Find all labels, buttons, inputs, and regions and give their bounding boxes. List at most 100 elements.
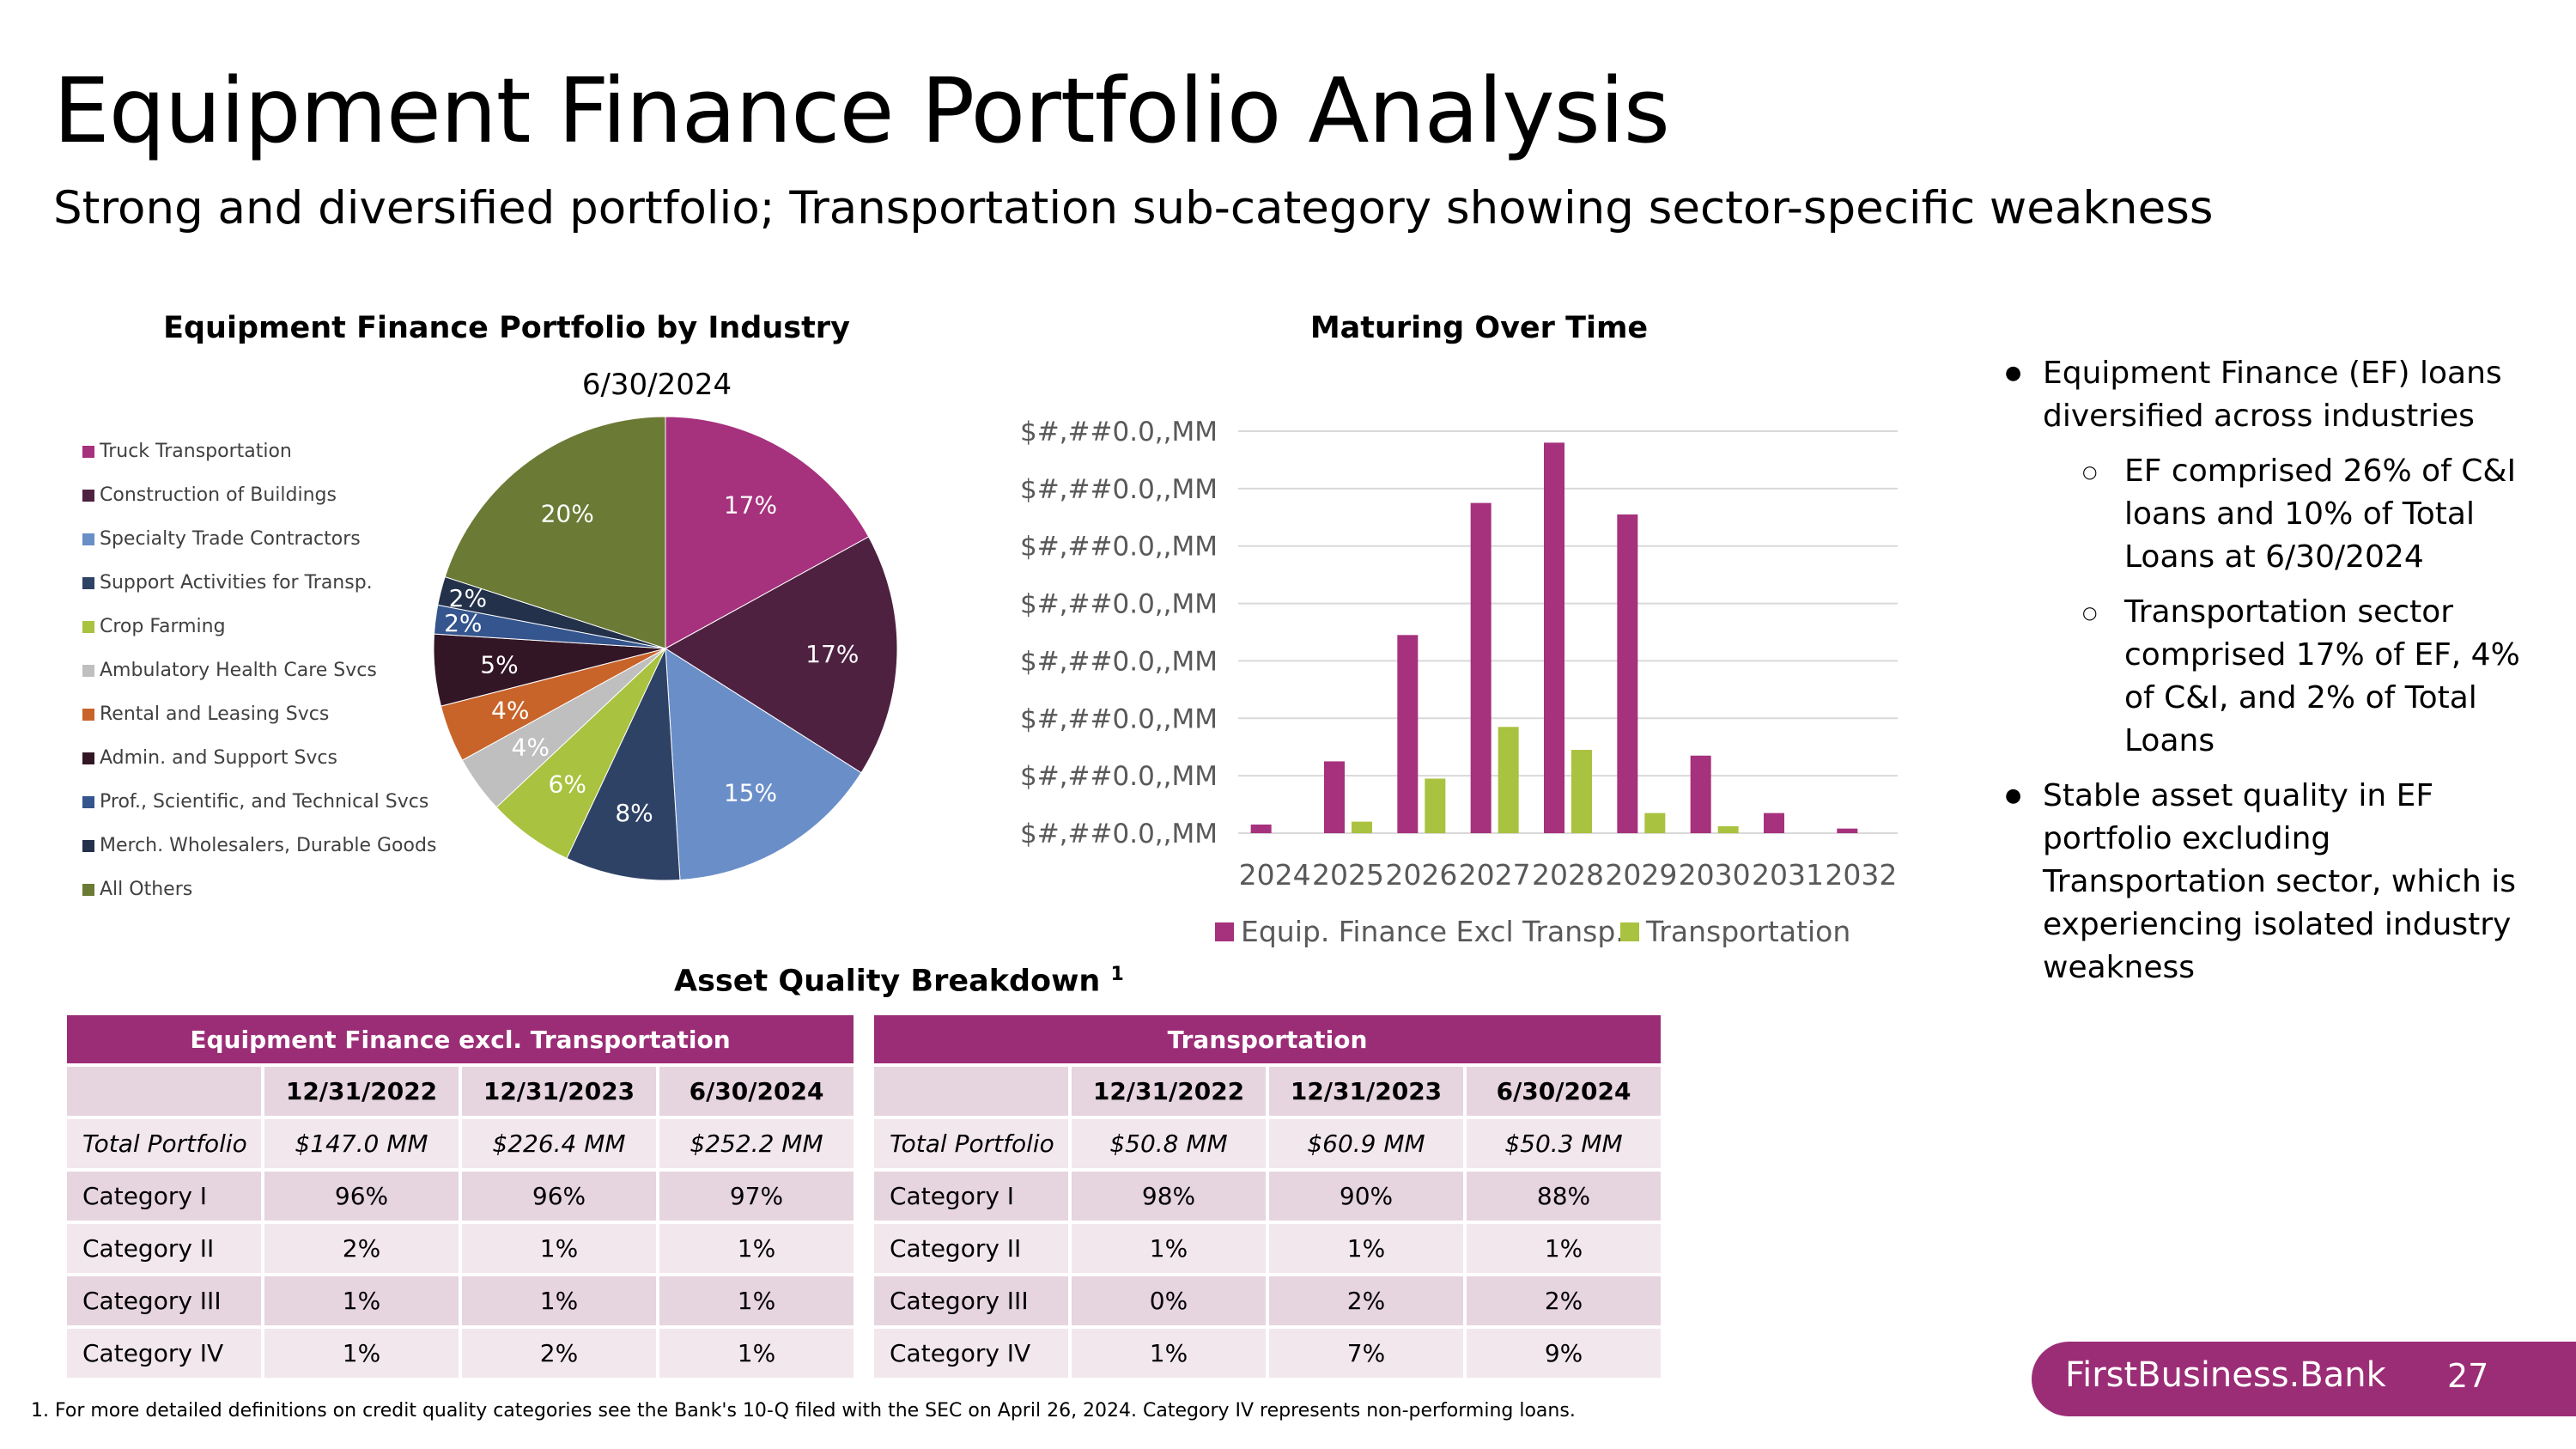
table-cell: 2%: [462, 1329, 656, 1378]
legend-label: All Others: [100, 879, 193, 900]
table-cell: $50.3 MM: [1467, 1119, 1662, 1168]
page-title: Equipment Finance Portfolio Analysis: [53, 58, 1670, 163]
bullet-item: EF comprised 26% of C&I loans and 10% of…: [2005, 450, 2555, 579]
row-label: Category IV: [874, 1329, 1068, 1378]
bar-legend-swatch: [1215, 922, 1234, 941]
table-row: Category I 96% 96% 97%: [67, 1172, 854, 1221]
row-label: Category II: [874, 1224, 1068, 1273]
pie-slice: [665, 648, 862, 880]
table-cell: 1%: [264, 1329, 459, 1378]
row-label: Total Portfolio: [67, 1119, 261, 1168]
legend-item: Rental and Leasing Svcs: [82, 692, 436, 736]
bar-equip-finance-2030: [1690, 755, 1711, 833]
legend-item: All Others: [82, 868, 436, 911]
pie-chart-date: 6/30/2024: [581, 368, 732, 402]
table-cell: 96%: [264, 1172, 459, 1221]
bar-chart-title: Maturing Over Time: [1309, 311, 1649, 345]
bar-equip-finance-2028: [1544, 442, 1564, 833]
bar-legend-label: Transportation: [1645, 915, 1850, 948]
x-tick-label: 2026: [1385, 858, 1457, 892]
transportation-asset-quality-table: Transportation 12/31/2022 12/31/2023 6/30/2…: [871, 1012, 1664, 1381]
y-tick-label: $#,##0.0,,MM: [1020, 646, 1218, 677]
legend-label: Admin. and Support Svcs: [100, 747, 337, 769]
key-points-list: Equipment Finance (EF) loans diversified…: [2005, 352, 2555, 1002]
legend-swatch: [82, 664, 94, 677]
table-row: Category I 98% 90% 88%: [874, 1172, 1662, 1221]
pie-slice-label: 17%: [805, 640, 859, 668]
pie-slice-label: 2%: [444, 609, 482, 637]
bullet-item: Stable asset quality in EF portfolio exc…: [2005, 775, 2555, 989]
pie-legend: Truck Transportation Construction of Buil…: [82, 429, 436, 911]
footnote-marker: 1: [1110, 964, 1124, 985]
legend-item: Crop Farming: [82, 605, 436, 648]
table-row: Category II 2% 1% 1%: [67, 1224, 854, 1273]
y-tick-label: $#,##0.0,,MM: [1020, 417, 1218, 447]
table-cell: 1%: [659, 1276, 854, 1325]
table-cell: 1%: [1072, 1329, 1266, 1378]
bullet-item: Transportation sector comprised 17% of E…: [2005, 591, 2555, 763]
bar-equip-finance-2025: [1324, 761, 1345, 833]
legend-swatch: [82, 752, 94, 764]
legend-swatch: [82, 533, 94, 545]
table-corner-cell: [67, 1067, 261, 1116]
legend-item: Prof., Scientific, and Technical Svcs: [82, 780, 436, 824]
legend-item: Construction of Buildings: [82, 473, 436, 517]
maturity-bar-chart: $#,##0.0,,MM $#,##0.0,,MM $#,##0.0,,MM $#,#…: [1020, 417, 1898, 948]
table-cell: 2%: [1269, 1276, 1463, 1325]
legend-label: Ambulatory Health Care Svcs: [100, 660, 377, 681]
pie-slice-label: 20%: [541, 500, 594, 528]
table-cell: 90%: [1269, 1172, 1463, 1221]
column-header: 6/30/2024: [1467, 1067, 1662, 1116]
table-cell: 1%: [1467, 1224, 1662, 1273]
pie-slice: [665, 536, 898, 774]
x-tick-label: 2028: [1532, 858, 1604, 892]
table-cell: 96%: [462, 1172, 656, 1221]
pie-slice-label: 4%: [491, 697, 529, 725]
y-tick-label: $#,##0.0,,MM: [1020, 703, 1218, 734]
legend-swatch: [82, 620, 94, 633]
pie-slice: [665, 416, 870, 649]
table-row: Category III 1% 1% 1%: [67, 1276, 854, 1325]
x-tick-label: 2027: [1459, 858, 1531, 892]
legend-item: Truck Transportation: [82, 429, 436, 473]
legend-item: Ambulatory Health Care Svcs: [82, 648, 436, 692]
legend-label: Truck Transportation: [100, 441, 292, 462]
table-row: Category III 0% 2% 2%: [874, 1276, 1662, 1325]
row-label: Total Portfolio: [874, 1119, 1068, 1168]
y-tick-label: $#,##0.0,,MM: [1020, 532, 1218, 563]
legend-swatch: [82, 708, 94, 721]
table-cell: 9%: [1467, 1329, 1662, 1378]
legend-label: Prof., Scientific, and Technical Svcs: [100, 791, 429, 813]
x-tick-label: 2031: [1752, 858, 1824, 892]
pie-slice-label: 6%: [549, 770, 586, 798]
column-header: 12/31/2023: [1269, 1067, 1463, 1116]
legend-swatch: [82, 883, 94, 896]
table-cell: 98%: [1072, 1172, 1266, 1221]
legend-swatch: [82, 839, 94, 852]
row-label: Category III: [67, 1276, 261, 1325]
table-cell: 88%: [1467, 1172, 1662, 1221]
table-cell: 1%: [462, 1224, 656, 1273]
bar-legend-label: Equip. Finance Excl Transp.: [1241, 915, 1625, 948]
column-header: 6/30/2024: [659, 1067, 854, 1116]
table-cell: $50.8 MM: [1072, 1119, 1266, 1168]
column-header: 12/31/2023: [462, 1067, 656, 1116]
table-cell: $147.0 MM: [264, 1119, 459, 1168]
legend-label: Merch. Wholesalers, Durable Goods: [100, 835, 437, 856]
bar-legend-swatch: [1620, 922, 1639, 941]
x-tick-label: 2030: [1679, 858, 1751, 892]
table-corner-cell: [874, 1067, 1068, 1116]
legend-label: Specialty Trade Contractors: [100, 528, 361, 550]
pie-slice: [444, 416, 666, 649]
x-tick-label: 2024: [1239, 858, 1311, 892]
page-subtitle: Strong and diversified portfolio; Transp…: [53, 182, 2214, 234]
asset-quality-title-text: Asset Quality Breakdown: [674, 964, 1101, 999]
table-cell: $60.9 MM: [1269, 1119, 1463, 1168]
legend-swatch: [82, 489, 94, 502]
pie-slice-label: 15%: [724, 778, 777, 807]
row-label: Category III: [874, 1276, 1068, 1325]
table-row: Total Portfolio $147.0 MM $226.4 MM $252.2 …: [67, 1119, 854, 1168]
y-tick-label: $#,##0.0,,MM: [1020, 819, 1218, 849]
legend-label: Construction of Buildings: [100, 484, 337, 506]
pie-chart-title: Equipment Finance Portfolio by Industry: [163, 311, 850, 345]
